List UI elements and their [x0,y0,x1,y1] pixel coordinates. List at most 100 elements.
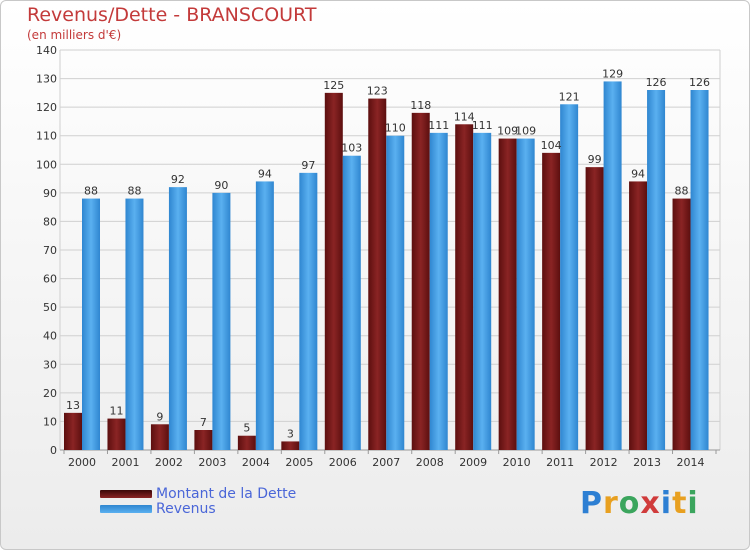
data-label: 126 [689,76,710,89]
bar-dette [107,418,126,450]
logo-letter: P [580,486,603,521]
data-label: 7 [200,416,207,429]
bar-revenus [647,90,666,450]
x-tick-label: 2003 [198,456,226,469]
logo-letter: t [672,486,688,521]
y-tick-label: 50 [43,301,57,314]
y-tick-label: 120 [36,101,57,114]
y-tick-label: 130 [36,73,57,86]
bar-revenus [429,132,448,450]
x-tick-label: 2011 [546,456,574,469]
bar-dette [672,198,691,450]
bar-revenus [255,181,274,450]
data-label: 88 [675,185,689,198]
data-label: 125 [323,79,344,92]
y-tick-label: 0 [50,444,57,457]
x-tick-label: 2008 [416,456,444,469]
y-tick-label: 70 [43,244,57,257]
chart-subtitle: (en milliers d'€) [27,28,122,42]
legend-swatch-revenus [100,504,152,513]
y-tick-label: 40 [43,330,57,343]
data-label: 99 [588,153,602,166]
x-tick-label: 2007 [372,456,400,469]
data-label: 121 [559,90,580,103]
data-label: 88 [127,185,141,198]
bar-revenus [125,198,144,450]
data-label: 111 [428,119,449,132]
data-label: 103 [341,142,362,155]
logo-letter: x [640,486,661,521]
legend-label-revenus: Revenus [156,500,216,517]
data-label: 5 [243,422,250,435]
x-tick-label: 2005 [285,456,313,469]
data-label: 110 [385,122,406,135]
data-label: 94 [258,167,272,180]
bar-revenus [386,135,405,450]
data-label: 129 [602,67,623,80]
data-label: 11 [109,405,123,418]
data-label: 9 [156,410,163,423]
x-tick-label: 2009 [459,456,487,469]
y-tick-label: 90 [43,187,57,200]
legend-label-dette: Montant de la Dette [156,485,297,502]
y-tick-label: 30 [43,358,57,371]
x-tick-label: 2014 [677,456,705,469]
x-tick-label: 2001 [111,456,139,469]
y-tick-label: 100 [36,158,57,171]
bar-dette [542,152,561,450]
y-tick-label: 80 [43,215,57,228]
data-label: 118 [410,99,431,112]
bar-dette [324,92,343,450]
bar-revenus [168,187,187,450]
bar-dette [237,435,256,450]
bar-dette [194,430,213,450]
logo-letter: r [603,486,619,521]
bar-revenus [299,172,318,450]
logo-letter: o [618,486,641,521]
x-tick-label: 2010 [503,456,531,469]
data-label: 104 [541,139,562,152]
x-tick-label: 2013 [633,456,661,469]
proxiti-logo: Proxiti [580,486,699,521]
bar-dette [498,138,517,451]
data-label: 111 [472,119,493,132]
chart-title: Revenus/Dette - BRANSCOURT [27,4,317,26]
bar-revenus [473,132,492,450]
y-tick-label: 140 [36,44,57,57]
bar-dette [585,167,604,450]
data-label: 13 [66,399,80,412]
x-tick-label: 2012 [590,456,618,469]
x-tick-label: 2002 [155,456,183,469]
bar-dette [64,412,82,450]
data-label: 123 [367,85,388,98]
data-label: 109 [515,125,536,138]
legend: Montant de la Dette Revenus [100,485,297,517]
logo-letter: i [687,486,699,521]
y-tick-label: 10 [43,415,57,428]
x-tick-label: 2006 [329,456,357,469]
bar-dette [281,441,300,450]
bar-dette [411,112,430,450]
bar-revenus [516,138,535,451]
legend-item-revenus: Revenus [100,500,296,517]
bar-revenus [212,192,231,450]
data-label: 126 [646,76,667,89]
y-tick-label: 60 [43,273,57,286]
bar-dette [150,424,169,450]
data-label: 3 [287,427,294,440]
legend-item-dette: Montant de la Dette [100,485,297,502]
bar-dette [368,98,387,451]
bar-revenus [603,81,622,450]
data-label: 114 [454,110,475,123]
logo-letter: i [660,486,673,521]
bar-revenus [342,155,361,450]
bar-dette [455,124,474,451]
data-label: 97 [301,159,315,172]
bar-dette [629,181,648,450]
y-tick-label: 20 [43,387,57,400]
bar-revenus [560,104,579,451]
x-tick-label: 2000 [68,456,96,469]
data-label: 109 [497,125,518,138]
bar-revenus [82,198,100,450]
